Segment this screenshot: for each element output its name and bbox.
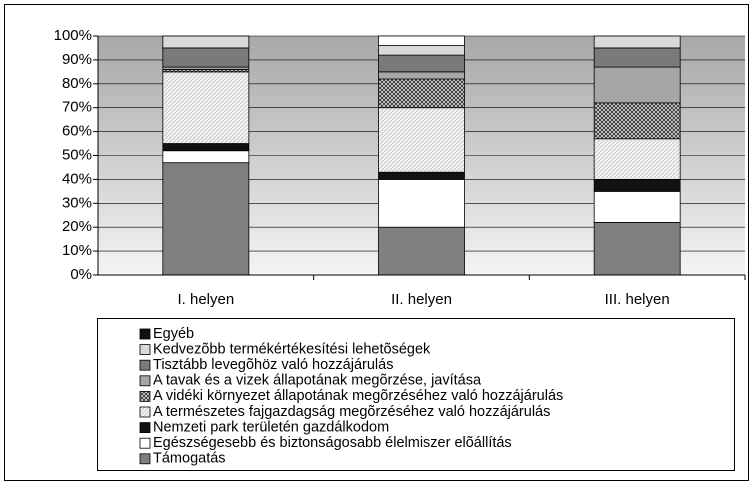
- legend-swatch: [139, 437, 151, 449]
- x-tick-label: I. helyen: [177, 291, 234, 308]
- y-tick-label: 20%: [62, 218, 92, 235]
- y-tick-label: 30%: [62, 194, 92, 211]
- bar-segment: [378, 178, 465, 228]
- legend-label: Egyéb: [153, 326, 194, 342]
- y-tick-label: 70%: [62, 99, 92, 116]
- legend-label: Nemzeti park területén gazdálkodom: [153, 419, 389, 435]
- y-tick-label: 90%: [62, 51, 92, 68]
- legend-label: A tavak és a vizek állapotának megõrzése…: [153, 373, 482, 389]
- legend-swatch: [139, 406, 151, 418]
- bar-segment: [162, 71, 250, 144]
- bar-segment: [593, 222, 681, 276]
- bar-segment: [593, 35, 681, 49]
- bar-segment: [378, 107, 465, 173]
- legend-swatch: [139, 328, 151, 340]
- legend-label: Támogatás: [153, 451, 226, 467]
- bar-segment: [593, 138, 681, 180]
- legend-swatch: [139, 359, 151, 371]
- legend-box: [97, 318, 735, 471]
- bar-segment: [162, 143, 250, 152]
- bar-segment: [378, 226, 465, 276]
- legend-label: Egészségesebb és biztonságosabb élelmisz…: [153, 435, 512, 451]
- legend-label: A vidéki környezet állapotának megõrzésé…: [153, 388, 563, 404]
- bar-segment: [378, 78, 465, 109]
- legend-swatch: [139, 390, 151, 402]
- bar-segment: [162, 35, 250, 49]
- legend-swatch: [139, 453, 151, 465]
- bar-segment: [162, 47, 250, 68]
- y-tick-label: 0%: [70, 266, 92, 283]
- bar-segment: [378, 171, 465, 180]
- bar-segment: [378, 71, 465, 80]
- bar-segment: [593, 178, 681, 192]
- legend-swatch: [139, 375, 151, 387]
- bar-segment: [593, 66, 681, 104]
- legend-label: A természetes fajgazdagság megõrzéséhez …: [153, 404, 550, 420]
- bar-segment: [378, 35, 465, 46]
- bar-segment: [162, 162, 250, 276]
- bar-segment: [593, 102, 681, 140]
- x-tick-label: III. helyen: [605, 291, 670, 308]
- y-tick-label: 10%: [62, 242, 92, 259]
- legend-swatch: [139, 344, 151, 356]
- y-tick-label: 40%: [62, 170, 92, 187]
- y-tick-label: 100%: [54, 27, 92, 44]
- legend-swatch: [139, 422, 151, 434]
- y-tick-label: 50%: [62, 146, 92, 163]
- bar-segment: [593, 190, 681, 223]
- y-tick-label: 60%: [62, 123, 92, 140]
- x-tick-label: II. helyen: [391, 291, 452, 308]
- bar-segment: [378, 54, 465, 73]
- y-tick-label: 80%: [62, 75, 92, 92]
- legend-label: Kedvezõbb termékértékesítési lehetõségek: [153, 341, 431, 357]
- legend-label: Tisztább levegõhöz való hozzájárulás: [153, 357, 393, 373]
- bar-segment: [593, 47, 681, 68]
- bar-segment: [162, 150, 250, 164]
- bar-segment: [378, 45, 465, 56]
